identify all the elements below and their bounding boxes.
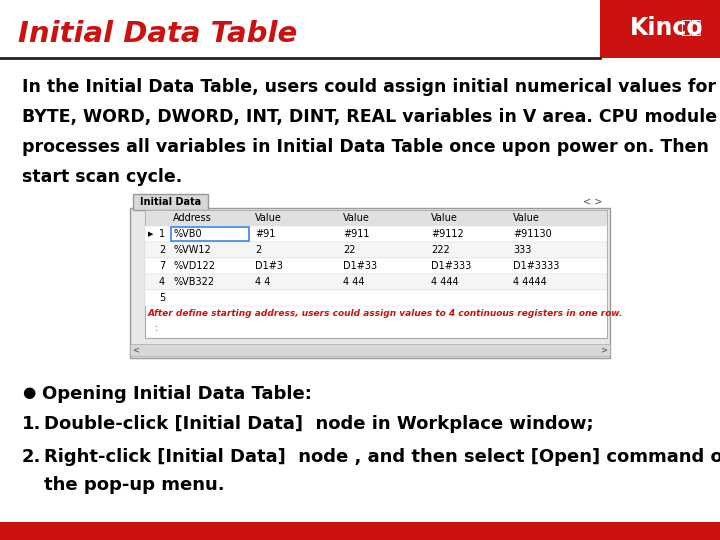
Text: Value: Value: [431, 213, 458, 223]
Text: #91130: #91130: [513, 229, 552, 239]
Text: the pop-up menu.: the pop-up menu.: [44, 476, 225, 494]
Text: 4 44: 4 44: [343, 277, 364, 287]
Text: ●: ●: [22, 385, 35, 400]
Bar: [0, 522, 720, 540]
Bar: [145, 210, 607, 338]
Text: D1#3333: D1#3333: [513, 261, 559, 271]
Text: Initial Data: Initial Data: [140, 197, 201, 207]
Bar: [145, 290, 607, 306]
Text: processes all variables in Initial Data Table once upon power on. Then: processes all variables in Initial Data …: [22, 138, 709, 156]
Text: Value: Value: [343, 213, 370, 223]
Text: >: >: [600, 346, 608, 354]
Text: 4 4444: 4 4444: [513, 277, 546, 287]
Text: Right-click [Initial Data]  node , and then select [Open] command on: Right-click [Initial Data] node , and th…: [44, 448, 720, 466]
Text: %VB322: %VB322: [173, 277, 214, 287]
Text: start scan cycle.: start scan cycle.: [22, 168, 182, 186]
Text: In the Initial Data Table, users could assign initial numerical values for: In the Initial Data Table, users could a…: [22, 78, 716, 96]
Text: D1#33: D1#33: [343, 261, 377, 271]
Bar: [0, 0, 600, 58]
Text: #91: #91: [255, 229, 275, 239]
Text: 1.: 1.: [22, 415, 41, 433]
Bar: [145, 226, 607, 242]
Bar: [130, 344, 610, 356]
Text: 333: 333: [513, 245, 531, 255]
Bar: [145, 258, 607, 274]
Text: D1#333: D1#333: [431, 261, 472, 271]
Text: 1: 1: [159, 229, 165, 239]
Text: After define starting address, users could assign values to 4 continuous registe: After define starting address, users cou…: [148, 309, 624, 318]
Text: BYTE, WORD, DWORD, INT, DINT, REAL variables in V area. CPU module: BYTE, WORD, DWORD, INT, DINT, REAL varia…: [22, 108, 717, 126]
Text: Value: Value: [513, 213, 540, 223]
Text: 5: 5: [159, 293, 165, 303]
Text: D1#3: D1#3: [255, 261, 283, 271]
Text: 2.: 2.: [22, 448, 41, 466]
Bar: [171, 227, 249, 241]
Text: Value: Value: [255, 213, 282, 223]
Text: Address: Address: [173, 213, 212, 223]
Text: 4 444: 4 444: [431, 277, 459, 287]
Text: 2: 2: [255, 245, 261, 255]
Text: 2: 2: [159, 245, 165, 255]
Bar: [133, 194, 208, 210]
Text: 7: 7: [159, 261, 165, 271]
Text: %VD122: %VD122: [173, 261, 215, 271]
Text: :: :: [155, 323, 158, 333]
Text: 22: 22: [343, 245, 356, 255]
Text: ▶: ▶: [148, 231, 153, 237]
Text: %VB0: %VB0: [173, 229, 202, 239]
Bar: [145, 242, 607, 258]
Text: 步科: 步科: [680, 19, 701, 37]
Text: 4: 4: [159, 277, 165, 287]
Bar: [130, 208, 610, 358]
Text: <: <: [132, 346, 140, 354]
Text: 4 4: 4 4: [255, 277, 271, 287]
Text: #9112: #9112: [431, 229, 464, 239]
Bar: [145, 274, 607, 290]
Text: #911: #911: [343, 229, 369, 239]
Text: < >: < >: [582, 197, 602, 207]
Text: Initial Data Table: Initial Data Table: [18, 20, 297, 48]
Text: 222: 222: [431, 245, 450, 255]
Bar: [145, 210, 607, 226]
Text: Opening Initial Data Table:: Opening Initial Data Table:: [42, 385, 312, 403]
Text: Kinco: Kinco: [630, 16, 703, 40]
Text: Double-click [Initial Data]  node in Workplace window;: Double-click [Initial Data] node in Work…: [44, 415, 593, 433]
Text: %VW12: %VW12: [173, 245, 211, 255]
Bar: [600, 0, 720, 58]
